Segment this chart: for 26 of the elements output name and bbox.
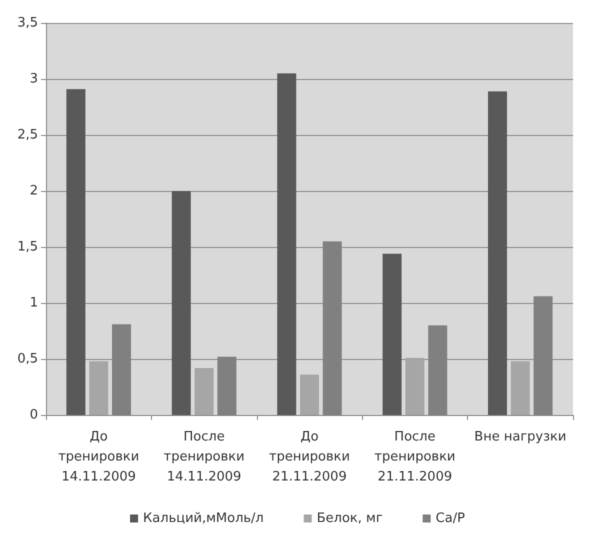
bar bbox=[194, 368, 214, 415]
y-tick-label: 3 bbox=[30, 72, 38, 86]
bar bbox=[66, 89, 86, 415]
bar bbox=[277, 73, 296, 415]
y-tick-label: 2 bbox=[30, 184, 38, 198]
x-tick-label: После тренировки 21.11.2009 bbox=[374, 430, 456, 484]
legend-label: Ca/P bbox=[436, 511, 466, 526]
legend-label: Кальций,мМоль/л bbox=[143, 511, 264, 526]
y-tick-label: 0,5 bbox=[17, 352, 38, 366]
bar bbox=[172, 191, 191, 415]
bar bbox=[382, 254, 402, 415]
legend-label: Белок, мг bbox=[316, 511, 383, 526]
y-tick-label: 0 bbox=[30, 408, 38, 422]
bar bbox=[89, 361, 108, 415]
x-tick-label: До тренировки 21.11.2009 bbox=[269, 430, 350, 484]
bar bbox=[300, 374, 319, 415]
y-tick-label: 3,5 bbox=[17, 16, 38, 30]
y-tick-label: 1 bbox=[30, 296, 38, 310]
x-tick-label: До тренировки 14.11.2009 bbox=[58, 430, 140, 484]
x-tick-label: После тренировки 14.11.2009 bbox=[164, 430, 245, 484]
x-tick-label: Вне нагрузки bbox=[474, 430, 566, 444]
bar bbox=[405, 358, 424, 415]
y-tick-label: 1,5 bbox=[17, 240, 38, 254]
bar bbox=[488, 91, 507, 415]
bar bbox=[510, 361, 530, 415]
y-tick-label: 2,5 bbox=[17, 128, 38, 142]
